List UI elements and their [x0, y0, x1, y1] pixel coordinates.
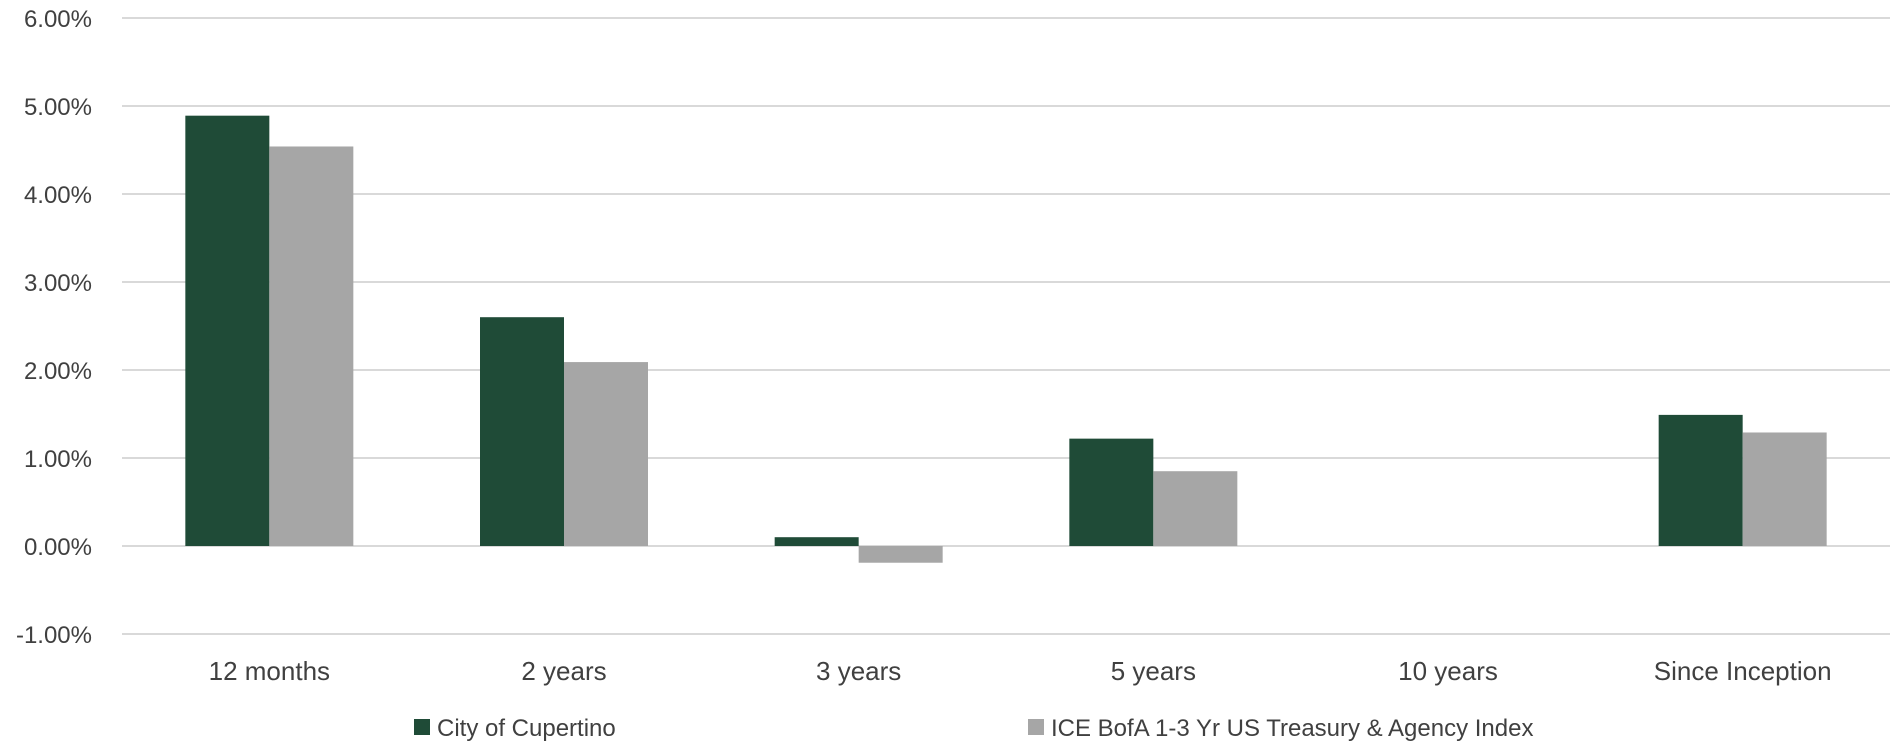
- y-tick-label: 5.00%: [24, 94, 92, 121]
- legend-swatch-city-of-cupertino: [414, 719, 430, 735]
- bar-ice-bofa-index-5-years: [1153, 471, 1238, 546]
- bar-ice-bofa-index-since-inception: [1742, 432, 1827, 546]
- legend: City of Cupertino ICE BofA 1-3 Yr US Tre…: [414, 715, 1533, 742]
- x-tick-label: 5 years: [1111, 656, 1196, 686]
- y-tick-label: 4.00%: [24, 182, 92, 209]
- x-tick-label: 3 years: [816, 656, 901, 686]
- x-tick-label: Since Inception: [1654, 656, 1832, 686]
- legend-label-city-of-cupertino: City of Cupertino: [437, 715, 616, 742]
- x-tick-label: 2 years: [521, 656, 606, 686]
- legend-swatch-ice-bofa-index: [1028, 719, 1044, 735]
- x-tick-label: 10 years: [1398, 656, 1498, 686]
- y-tick-label: 1.00%: [24, 446, 92, 473]
- y-tick-label: -1.00%: [16, 622, 92, 649]
- x-tick-label: 12 months: [209, 656, 330, 686]
- bar-city-of-cupertino-since-inception: [1658, 414, 1743, 546]
- bar-ice-bofa-index-3-years: [858, 546, 943, 563]
- bar-ice-bofa-index-12-months: [269, 146, 354, 547]
- y-tick-label: 6.00%: [24, 6, 92, 33]
- legend-label-ice-bofa-index: ICE BofA 1-3 Yr US Treasury & Agency Ind…: [1051, 715, 1533, 742]
- bar-city-of-cupertino-5-years: [1069, 438, 1154, 546]
- gridlines: [122, 17, 1890, 635]
- bar-city-of-cupertino-3-years: [774, 537, 859, 546]
- x-axis-ticks: 12 months 2 years 3 years 5 years 10 years Si…: [209, 656, 1832, 686]
- bar-ice-bofa-index-2-years: [564, 362, 648, 546]
- y-tick-label: 0.00%: [24, 534, 92, 561]
- bar-city-of-cupertino-12-months: [185, 115, 270, 547]
- y-tick-label: 2.00%: [24, 358, 92, 385]
- bar-city-of-cupertino-2-years: [480, 317, 564, 546]
- bars: [185, 115, 1827, 563]
- y-axis-ticks: -1.00% 0.00% 1.00% 2.00% 3.00% 4.00% 5.00% 6.00…: [16, 6, 92, 649]
- y-tick-label: 3.00%: [24, 270, 92, 297]
